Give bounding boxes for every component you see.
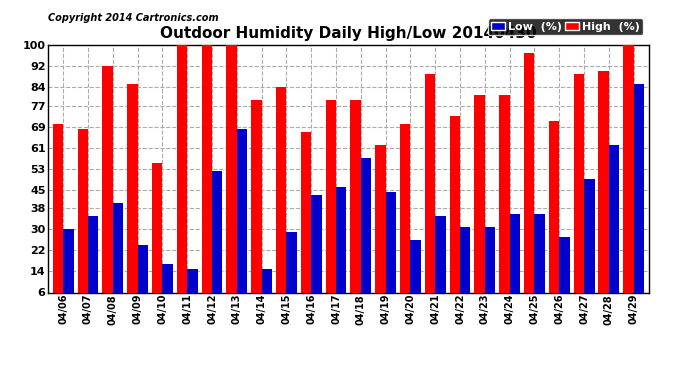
Bar	[336, 187, 346, 308]
Bar	[212, 171, 222, 308]
Bar	[549, 122, 560, 308]
Bar	[137, 245, 148, 308]
Bar	[460, 226, 471, 308]
Bar	[201, 45, 212, 308]
Bar	[187, 269, 197, 308]
Bar	[102, 66, 112, 308]
Bar	[326, 100, 336, 308]
Legend: Low  (%), High  (%): Low (%), High (%)	[488, 18, 643, 35]
Bar	[237, 129, 247, 308]
Bar	[77, 129, 88, 308]
Bar	[351, 100, 361, 308]
Bar	[88, 216, 99, 308]
Bar	[598, 71, 609, 308]
Bar	[226, 45, 237, 308]
Bar	[301, 132, 311, 308]
Bar	[251, 100, 262, 308]
Bar	[162, 264, 172, 308]
Bar	[177, 45, 187, 308]
Title: Outdoor Humidity Daily High/Low 20140430: Outdoor Humidity Daily High/Low 20140430	[160, 26, 537, 41]
Bar	[311, 195, 322, 308]
Bar	[152, 164, 162, 308]
Bar	[510, 213, 520, 308]
Bar	[450, 116, 460, 308]
Bar	[276, 87, 286, 308]
Bar	[584, 179, 595, 308]
Bar	[286, 232, 297, 308]
Bar	[425, 74, 435, 308]
Bar	[52, 124, 63, 308]
Bar	[524, 53, 535, 308]
Bar	[633, 84, 644, 308]
Bar	[609, 145, 620, 308]
Bar	[485, 226, 495, 308]
Bar	[386, 192, 396, 308]
Bar	[112, 203, 124, 308]
Bar	[411, 240, 421, 308]
Bar	[435, 216, 446, 308]
Bar	[127, 84, 137, 308]
Text: Copyright 2014 Cartronics.com: Copyright 2014 Cartronics.com	[48, 13, 219, 23]
Bar	[262, 269, 272, 308]
Bar	[535, 213, 545, 308]
Bar	[475, 95, 485, 308]
Bar	[573, 74, 584, 308]
Bar	[375, 145, 386, 308]
Bar	[560, 237, 570, 308]
Bar	[400, 124, 411, 308]
Bar	[500, 95, 510, 308]
Bar	[63, 229, 74, 308]
Bar	[361, 158, 371, 308]
Bar	[623, 45, 633, 308]
